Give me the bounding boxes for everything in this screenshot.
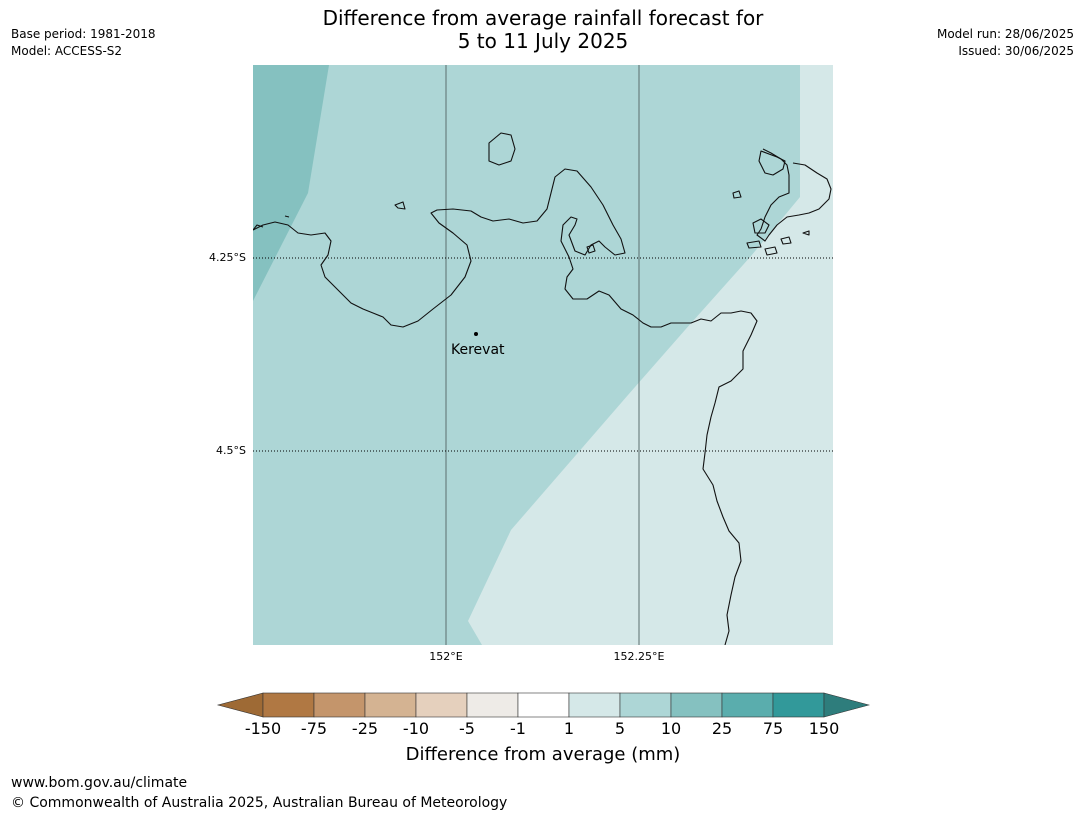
colorbar-tick-label: 1 — [563, 719, 575, 738]
issued-date: Issued: 30/06/2025 — [958, 44, 1074, 58]
colorbar-segments — [216, 692, 870, 718]
colorbar-tick-label: -10 — [402, 719, 430, 738]
coastline — [253, 132, 832, 645]
colorbar-segment — [364, 692, 417, 718]
colorbar-segment — [721, 692, 774, 718]
colorbar-segment — [619, 692, 672, 718]
model-run: Model run: 28/06/2025 — [936, 27, 1074, 41]
colorbar-tick-label: -150 — [244, 719, 282, 738]
region-1-to-5 — [468, 65, 833, 645]
colorbar-tick-label: 5 — [614, 719, 626, 738]
lon-label-152: 152°E — [429, 650, 463, 663]
colorbar-segment — [568, 692, 621, 718]
model-name: Model: ACCESS-S2 — [11, 44, 123, 58]
region-10-to-25 — [253, 65, 329, 301]
colorbar-segment — [466, 692, 519, 718]
colorbar-tick-label: 150 — [808, 719, 840, 738]
colorbar-tick-label: 25 — [711, 719, 733, 738]
colorbar — [216, 692, 870, 718]
lat-label-4-25: 4.25°S — [209, 251, 246, 264]
footer-url: www.bom.gov.au/climate — [11, 775, 188, 791]
chart-title: Difference from average rainfall forecas… — [243, 7, 843, 53]
footer-copyright: © Commonwealth of Australia 2025, Austra… — [11, 795, 508, 811]
colorbar-segment — [262, 692, 315, 718]
colorbar-tick-label: 10 — [660, 719, 682, 738]
metadata-right: Model run: 28/06/2025 Issued: 30/06/2025 — [937, 26, 1074, 60]
colorbar-segment — [517, 692, 570, 718]
colorbar-title: Difference from average (mm) — [405, 744, 681, 765]
colorbar-extend-low — [216, 692, 264, 718]
colorbar-tick-label: -5 — [459, 719, 475, 738]
colorbar-segment — [772, 692, 825, 718]
colorbar-segment — [670, 692, 723, 718]
colorbar-segment — [313, 692, 366, 718]
title-line-1: Difference from average rainfall forecas… — [322, 6, 764, 30]
colorbar-segment — [415, 692, 468, 718]
colorbar-tick-label: 75 — [762, 719, 784, 738]
colorbar-extend-high — [823, 692, 870, 718]
colorbar-tick-label: -25 — [351, 719, 379, 738]
title-line-2: 5 to 11 July 2025 — [457, 29, 629, 53]
colorbar-tick-label: -75 — [300, 719, 328, 738]
metadata-left: Base period: 1981-2018 Model: ACCESS-S2 — [11, 26, 156, 60]
kerevat-label: Kerevat — [451, 342, 505, 358]
kerevat-marker — [474, 332, 478, 336]
rainfall-map — [253, 65, 833, 645]
lat-label-4-5: 4.5°S — [216, 444, 246, 457]
lon-label-152-25: 152.25°E — [613, 650, 665, 663]
colorbar-tick-label: -1 — [510, 719, 526, 738]
base-period: Base period: 1981-2018 — [11, 27, 156, 41]
